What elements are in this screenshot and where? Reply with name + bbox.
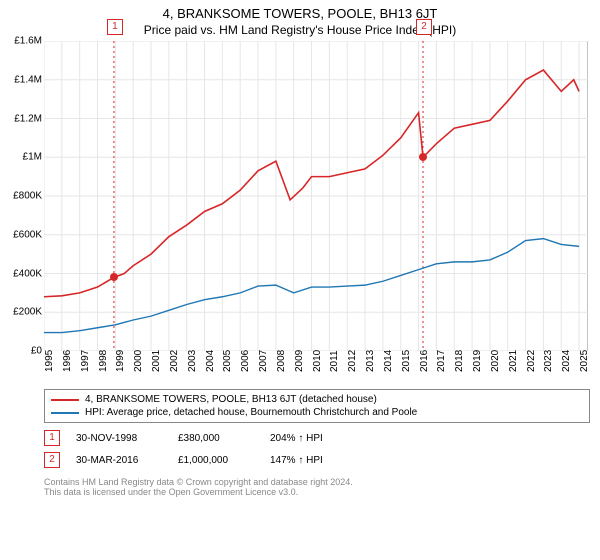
x-axis-tick-label: 1997 (80, 350, 91, 372)
chart-svg (44, 41, 588, 351)
x-axis-tick-label: 1998 (98, 350, 109, 372)
x-axis-tick-label: 2020 (490, 350, 501, 372)
x-axis-tick-label: 2001 (151, 350, 162, 372)
sale-marker-box: 2 (416, 19, 432, 35)
x-axis-tick-label: 2023 (543, 350, 554, 372)
x-axis-tick-label: 2009 (294, 350, 305, 372)
legend-swatch-series-1 (51, 399, 79, 401)
sale-row: 2 30-MAR-2016 £1,000,000 147% ↑ HPI (44, 449, 590, 471)
x-axis-tick-label: 2025 (579, 350, 590, 372)
x-axis-tick-label: 2006 (240, 350, 251, 372)
x-axis-tick-label: 2015 (401, 350, 412, 372)
x-axis-tick-label: 2018 (454, 350, 465, 372)
legend-swatch-series-2 (51, 412, 79, 414)
y-axis-tick-label: £1.4M (0, 74, 42, 85)
y-axis-tick-label: £0 (0, 346, 42, 357)
chart-title: 4, BRANKSOME TOWERS, POOLE, BH13 6JT (0, 0, 600, 21)
x-axis-tick-label: 2002 (169, 350, 180, 372)
sale-marker-box: 1 (107, 19, 123, 35)
x-axis-tick-label: 2012 (347, 350, 358, 372)
footer-line-2: This data is licensed under the Open Gov… (44, 487, 590, 497)
y-axis-tick-label: £1M (0, 152, 42, 163)
sale-point-marker (419, 153, 427, 161)
x-axis-tick-label: 2014 (383, 350, 394, 372)
legend-label-series-1: 4, BRANKSOME TOWERS, POOLE, BH13 6JT (de… (85, 394, 377, 405)
y-axis-tick-label: £800K (0, 191, 42, 202)
x-axis-tick-label: 1999 (115, 350, 126, 372)
x-axis-tick-label: 2010 (312, 350, 323, 372)
legend-row: 4, BRANKSOME TOWERS, POOLE, BH13 6JT (de… (51, 393, 583, 406)
x-axis-tick-label: 2019 (472, 350, 483, 372)
sale-date: 30-MAR-2016 (76, 455, 162, 466)
footer-attribution: Contains HM Land Registry data © Crown c… (44, 477, 590, 497)
sale-row: 1 30-NOV-1998 £380,000 204% ↑ HPI (44, 427, 590, 449)
sale-point-marker (110, 273, 118, 281)
x-axis-tick-label: 2000 (133, 350, 144, 372)
legend-label-series-2: HPI: Average price, detached house, Bour… (85, 407, 417, 418)
y-axis-tick-label: £600K (0, 229, 42, 240)
x-axis-tick-label: 2013 (365, 350, 376, 372)
sale-index-box: 2 (44, 452, 60, 468)
legend-row: HPI: Average price, detached house, Bour… (51, 406, 583, 419)
y-axis-tick-label: £1.6M (0, 36, 42, 47)
x-axis-tick-label: 2016 (419, 350, 430, 372)
sales-table: 1 30-NOV-1998 £380,000 204% ↑ HPI 2 30-MAR-20… (44, 427, 590, 471)
chart-subtitle: Price paid vs. HM Land Registry's House … (0, 21, 600, 41)
legend-box: 4, BRANKSOME TOWERS, POOLE, BH13 6JT (de… (44, 389, 590, 423)
x-axis-tick-label: 2004 (205, 350, 216, 372)
sale-date: 30-NOV-1998 (76, 433, 162, 444)
x-axis-tick-label: 2008 (276, 350, 287, 372)
sale-hpi-delta: 204% ↑ HPI (270, 433, 360, 444)
x-axis-tick-label: 2021 (508, 350, 519, 372)
sale-price: £1,000,000 (178, 455, 254, 466)
x-axis-tick-label: 2005 (222, 350, 233, 372)
x-axis-tick-label: 2003 (187, 350, 198, 372)
x-axis-tick-label: 1996 (62, 350, 73, 372)
chart-plot-area: £0£200K£400K£600K£800K£1M£1.2M£1.4M£1.6M… (44, 41, 588, 351)
x-axis-tick-label: 2007 (258, 350, 269, 372)
x-axis-tick-label: 2022 (526, 350, 537, 372)
x-axis-tick-label: 2017 (436, 350, 447, 372)
sale-index-box: 1 (44, 430, 60, 446)
sale-hpi-delta: 147% ↑ HPI (270, 455, 360, 466)
y-axis-tick-label: £1.2M (0, 113, 42, 124)
x-axis-tick-label: 2011 (329, 350, 340, 372)
y-axis-tick-label: £200K (0, 307, 42, 318)
x-axis-tick-label: 1995 (44, 350, 55, 372)
footer-line-1: Contains HM Land Registry data © Crown c… (44, 477, 590, 487)
x-axis-tick-label: 2024 (561, 350, 572, 372)
sale-price: £380,000 (178, 433, 254, 444)
y-axis-tick-label: £400K (0, 268, 42, 279)
